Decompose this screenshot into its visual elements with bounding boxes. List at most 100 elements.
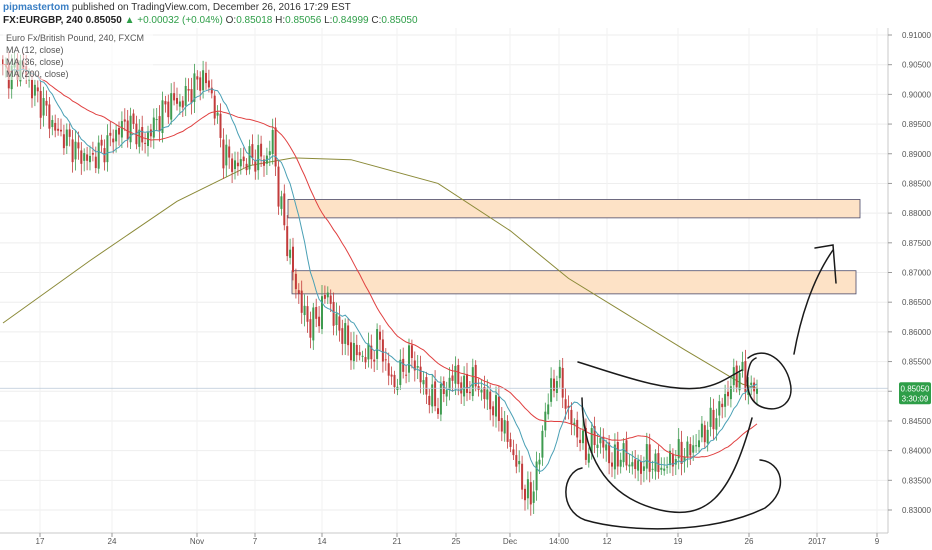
y-tick-label: 0.91000 — [902, 31, 931, 40]
ma12-line — [11, 68, 758, 473]
candle — [303, 294, 306, 327]
candle — [292, 237, 294, 281]
y-tick-label: 0.84500 — [902, 417, 931, 426]
high-label: H: — [275, 15, 286, 26]
candle — [680, 430, 683, 476]
candle — [709, 397, 712, 437]
candle — [648, 433, 651, 483]
candle — [390, 366, 393, 385]
candle — [268, 140, 271, 167]
x-axis-bg — [0, 533, 888, 550]
price-tag-bg — [899, 382, 931, 405]
candle — [497, 385, 500, 432]
candle — [178, 93, 181, 115]
candle — [608, 435, 611, 475]
supply-zones — [287, 199, 861, 295]
candle — [248, 139, 251, 175]
candle — [83, 148, 86, 172]
candle — [294, 268, 297, 299]
x-tick-label: 12 — [603, 537, 612, 546]
drawing-bottom-curve — [565, 459, 782, 530]
candle — [663, 457, 666, 476]
author-link[interactable]: pipmastertom — [3, 2, 70, 13]
candle — [689, 437, 692, 466]
candle — [413, 351, 416, 382]
candle — [474, 360, 477, 392]
ma36-line — [2, 63, 758, 458]
candle — [309, 311, 312, 349]
candle — [297, 283, 300, 304]
candle — [515, 443, 518, 474]
candle — [535, 451, 538, 501]
candle — [512, 439, 515, 461]
y-axis[interactable]: 0.91000 0.90500 0.90000 0.89500 0.89000 0.885… — [888, 31, 931, 515]
candle — [350, 332, 352, 370]
candle — [277, 159, 280, 215]
legend-ma200[interactable]: MA (200, close) — [6, 69, 69, 79]
candle — [326, 286, 329, 304]
published-text: published on TradingView.com, December 2… — [71, 2, 351, 13]
y-tick-label: 0.86000 — [902, 328, 931, 337]
y-tick-label: 0.83000 — [902, 506, 931, 515]
y-tick-label: 0.90500 — [902, 61, 931, 70]
candle — [332, 292, 335, 336]
candle — [686, 436, 689, 468]
ma200-line — [2, 157, 758, 389]
candle — [286, 215, 289, 262]
x-axis[interactable]: 17 24 Nov 7 14 21 25 Dec 14:00 12 19 26 2017 9 — [36, 533, 880, 546]
low-value: 0.84999 — [332, 15, 369, 26]
candle — [387, 352, 390, 386]
candle — [538, 453, 541, 474]
candle — [503, 410, 506, 442]
candle — [471, 358, 474, 402]
legend-ma12[interactable]: MA (12, close) — [6, 45, 64, 55]
header-line-2: FX:EURGBP, 240 0.85050 ▲ +0.00032 (+0.04… — [3, 14, 418, 27]
candle — [91, 141, 94, 162]
candle — [62, 124, 65, 155]
candle — [437, 397, 439, 419]
ma12-path — [11, 68, 758, 473]
candle — [115, 124, 118, 153]
candle — [173, 81, 176, 106]
x-tick-label: 14:00 — [549, 537, 570, 546]
candle — [184, 77, 187, 117]
candle — [94, 146, 97, 174]
y-tick-label: 0.90000 — [902, 90, 931, 99]
candle — [622, 438, 625, 468]
y-tick-label: 0.87500 — [902, 239, 931, 248]
candle — [492, 401, 495, 427]
y-tick-label: 0.84000 — [902, 447, 931, 456]
candle — [118, 121, 120, 146]
candle — [141, 115, 144, 151]
candle — [561, 357, 564, 409]
candle — [393, 370, 396, 394]
x-tick-label: 19 — [674, 537, 683, 546]
candle — [57, 118, 60, 136]
close-label: C: — [371, 15, 382, 26]
candle — [489, 384, 492, 421]
candle — [205, 61, 207, 90]
y-tick-label: 0.88000 — [902, 209, 931, 218]
legend-ma36[interactable]: MA (36, close) — [6, 57, 64, 67]
candle — [616, 431, 619, 475]
candle — [599, 427, 602, 454]
candle — [500, 406, 503, 442]
price-tag: 0.85050 3:30:09 — [899, 382, 931, 405]
candle — [36, 80, 39, 103]
drawing-up-arrow — [793, 249, 834, 355]
supply-zone[interactable] — [287, 199, 861, 219]
candle — [222, 128, 225, 179]
candle — [721, 397, 724, 419]
candle — [318, 305, 321, 333]
x-tick-label: 2017 — [808, 537, 826, 546]
candle — [457, 358, 460, 396]
candle — [405, 364, 408, 384]
candle — [164, 95, 167, 113]
candle — [323, 285, 326, 304]
candle — [526, 471, 529, 510]
price-tag-value: 0.85050 — [901, 384, 930, 393]
candle — [155, 107, 158, 131]
candle — [355, 334, 358, 362]
y-axis-bg — [888, 28, 932, 550]
